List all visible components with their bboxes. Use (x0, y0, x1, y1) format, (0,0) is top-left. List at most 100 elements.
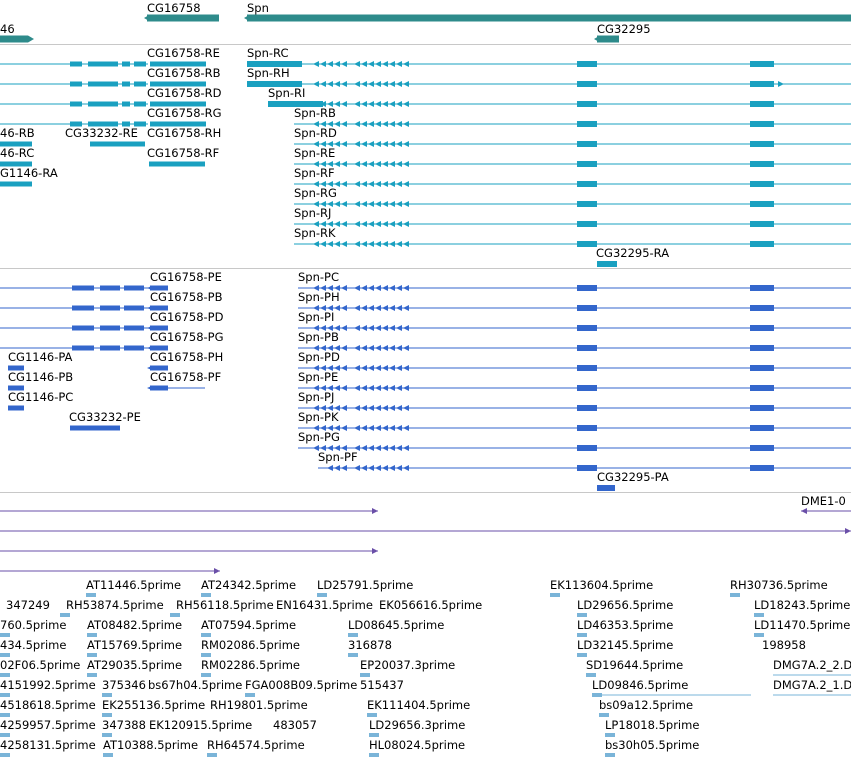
strand-arrow-left[interactable] (320, 385, 326, 391)
strand-arrow-left[interactable] (313, 101, 319, 107)
strand-arrow-left[interactable] (327, 385, 333, 391)
gene-cg1146[interactable] (0, 35, 28, 43)
exon-block[interactable] (577, 425, 597, 431)
exon-block[interactable] (577, 181, 597, 187)
strand-arrow-left[interactable] (320, 325, 326, 331)
est-label[interactable]: 4151992.5prime (0, 678, 96, 692)
est-label[interactable]: AT08482.5prime (87, 618, 183, 632)
strand-arrow-left[interactable] (341, 325, 347, 331)
strand-arrow-left[interactable] (382, 445, 388, 451)
strand-arrow-left[interactable] (334, 61, 340, 67)
est-feature[interactable] (605, 733, 615, 737)
est-feature[interactable] (245, 693, 255, 697)
strand-arrow-left[interactable] (396, 465, 402, 471)
exon-block[interactable] (750, 181, 774, 187)
strand-arrow-left[interactable] (334, 141, 340, 147)
transcript-label[interactable]: Spn-RG (294, 186, 337, 200)
strand-arrow-left[interactable] (368, 161, 374, 167)
est-feature[interactable] (170, 613, 180, 617)
strand-arrow-left[interactable] (313, 221, 319, 227)
strand-arrow-left[interactable] (375, 305, 381, 311)
strand-arrow-left[interactable] (334, 201, 340, 207)
strand-arrow-left[interactable] (147, 285, 153, 291)
strand-arrow-left[interactable] (389, 465, 395, 471)
strand-arrow-left[interactable] (389, 221, 395, 227)
strand-arrow-left[interactable] (327, 221, 333, 227)
strand-arrow-left[interactable] (313, 81, 319, 87)
strand-arrow-left[interactable] (375, 61, 381, 67)
strand-arrow-left[interactable] (375, 181, 381, 187)
strand-arrow-left[interactable] (327, 445, 333, 451)
strand-arrow-left[interactable] (389, 201, 395, 207)
est-feature[interactable] (577, 653, 587, 657)
exon-block[interactable] (577, 201, 597, 207)
strand-arrow-left[interactable] (375, 141, 381, 147)
gene-label-cg16758[interactable]: CG16758 (147, 1, 201, 15)
strand-arrow-left[interactable] (313, 405, 319, 411)
strand-arrow-left[interactable] (368, 345, 374, 351)
est-label[interactable]: EN16431.5prime (276, 598, 373, 612)
est-label[interactable]: EK120915.5prime (149, 718, 253, 732)
est-feature[interactable] (367, 713, 377, 717)
strand-arrow-left[interactable] (361, 465, 367, 471)
strand-arrow-left[interactable] (389, 445, 395, 451)
strand-arrow-left[interactable] (396, 201, 402, 207)
strand-arrow-right[interactable] (778, 81, 784, 87)
est-feature[interactable] (550, 593, 560, 597)
transcript-label[interactable]: Spn-RE (294, 146, 336, 160)
est-feature[interactable] (0, 733, 10, 737)
est-feature[interactable] (201, 673, 211, 677)
protein-label[interactable]: CG16758-PB (150, 290, 223, 304)
est-feature[interactable] (348, 653, 358, 657)
strand-arrow-left[interactable] (368, 101, 374, 107)
strand-arrow-left[interactable] (354, 365, 360, 371)
strand-arrow-left[interactable] (396, 285, 402, 291)
strand-arrow-left[interactable] (354, 325, 360, 331)
strand-arrow-left[interactable] (341, 425, 347, 431)
strand-arrow-left[interactable] (334, 365, 340, 371)
strand-arrow-left[interactable] (334, 465, 340, 471)
strand-arrow-left[interactable] (334, 385, 340, 391)
est-feature[interactable] (360, 673, 370, 677)
strand-arrow-left[interactable] (375, 345, 381, 351)
strand-arrow-left[interactable] (396, 121, 402, 127)
strand-arrow-left[interactable] (327, 405, 333, 411)
strand-arrow-left[interactable] (354, 305, 360, 311)
protein-cg1146-pb[interactable] (8, 385, 24, 391)
strand-arrow-left[interactable] (327, 141, 333, 147)
exon-block[interactable] (247, 81, 302, 87)
exon-block[interactable] (72, 345, 94, 351)
est-feature[interactable] (102, 733, 112, 737)
strand-arrow-left[interactable] (375, 201, 381, 207)
strand-arrow-left[interactable] (361, 445, 367, 451)
strand-arrow-left[interactable] (361, 81, 367, 87)
strand-arrow-left[interactable] (403, 325, 409, 331)
est-label[interactable]: FGA008B09.5prime (245, 678, 358, 692)
exon-block[interactable] (577, 345, 597, 351)
est-feature[interactable] (599, 713, 609, 717)
strand-arrow-left[interactable] (341, 305, 347, 311)
est-feature[interactable] (0, 693, 10, 697)
exon-block[interactable] (70, 61, 82, 67)
strand-arrow-right[interactable] (845, 528, 851, 534)
strand-arrow-left[interactable] (334, 405, 340, 411)
strand-arrow-left[interactable] (327, 181, 333, 187)
est-label[interactable]: 347388 (102, 718, 146, 732)
est-label[interactable]: EK255136.5prime (102, 698, 206, 712)
protein-label[interactable]: CG16758-PG (150, 330, 224, 344)
est-label[interactable]: LD46353.5prime (577, 618, 674, 632)
strand-arrow-left[interactable] (375, 285, 381, 291)
strand-arrow-left[interactable] (327, 285, 333, 291)
exon-block[interactable] (750, 305, 774, 311)
strand-arrow-left[interactable] (396, 405, 402, 411)
est-feature[interactable] (86, 593, 96, 597)
strand-arrow-left[interactable] (361, 201, 367, 207)
strand-arrow-left[interactable] (320, 345, 326, 351)
exon-block[interactable] (750, 241, 774, 247)
est-label[interactable]: DMG7A.2_1.D (773, 678, 851, 692)
protein-cg1146-pa[interactable] (8, 365, 24, 371)
exon-block[interactable] (134, 101, 146, 107)
transcript-label[interactable]: Spn-RD (294, 126, 337, 140)
strand-arrow-left[interactable] (403, 445, 409, 451)
strand-arrow-left[interactable] (334, 101, 340, 107)
